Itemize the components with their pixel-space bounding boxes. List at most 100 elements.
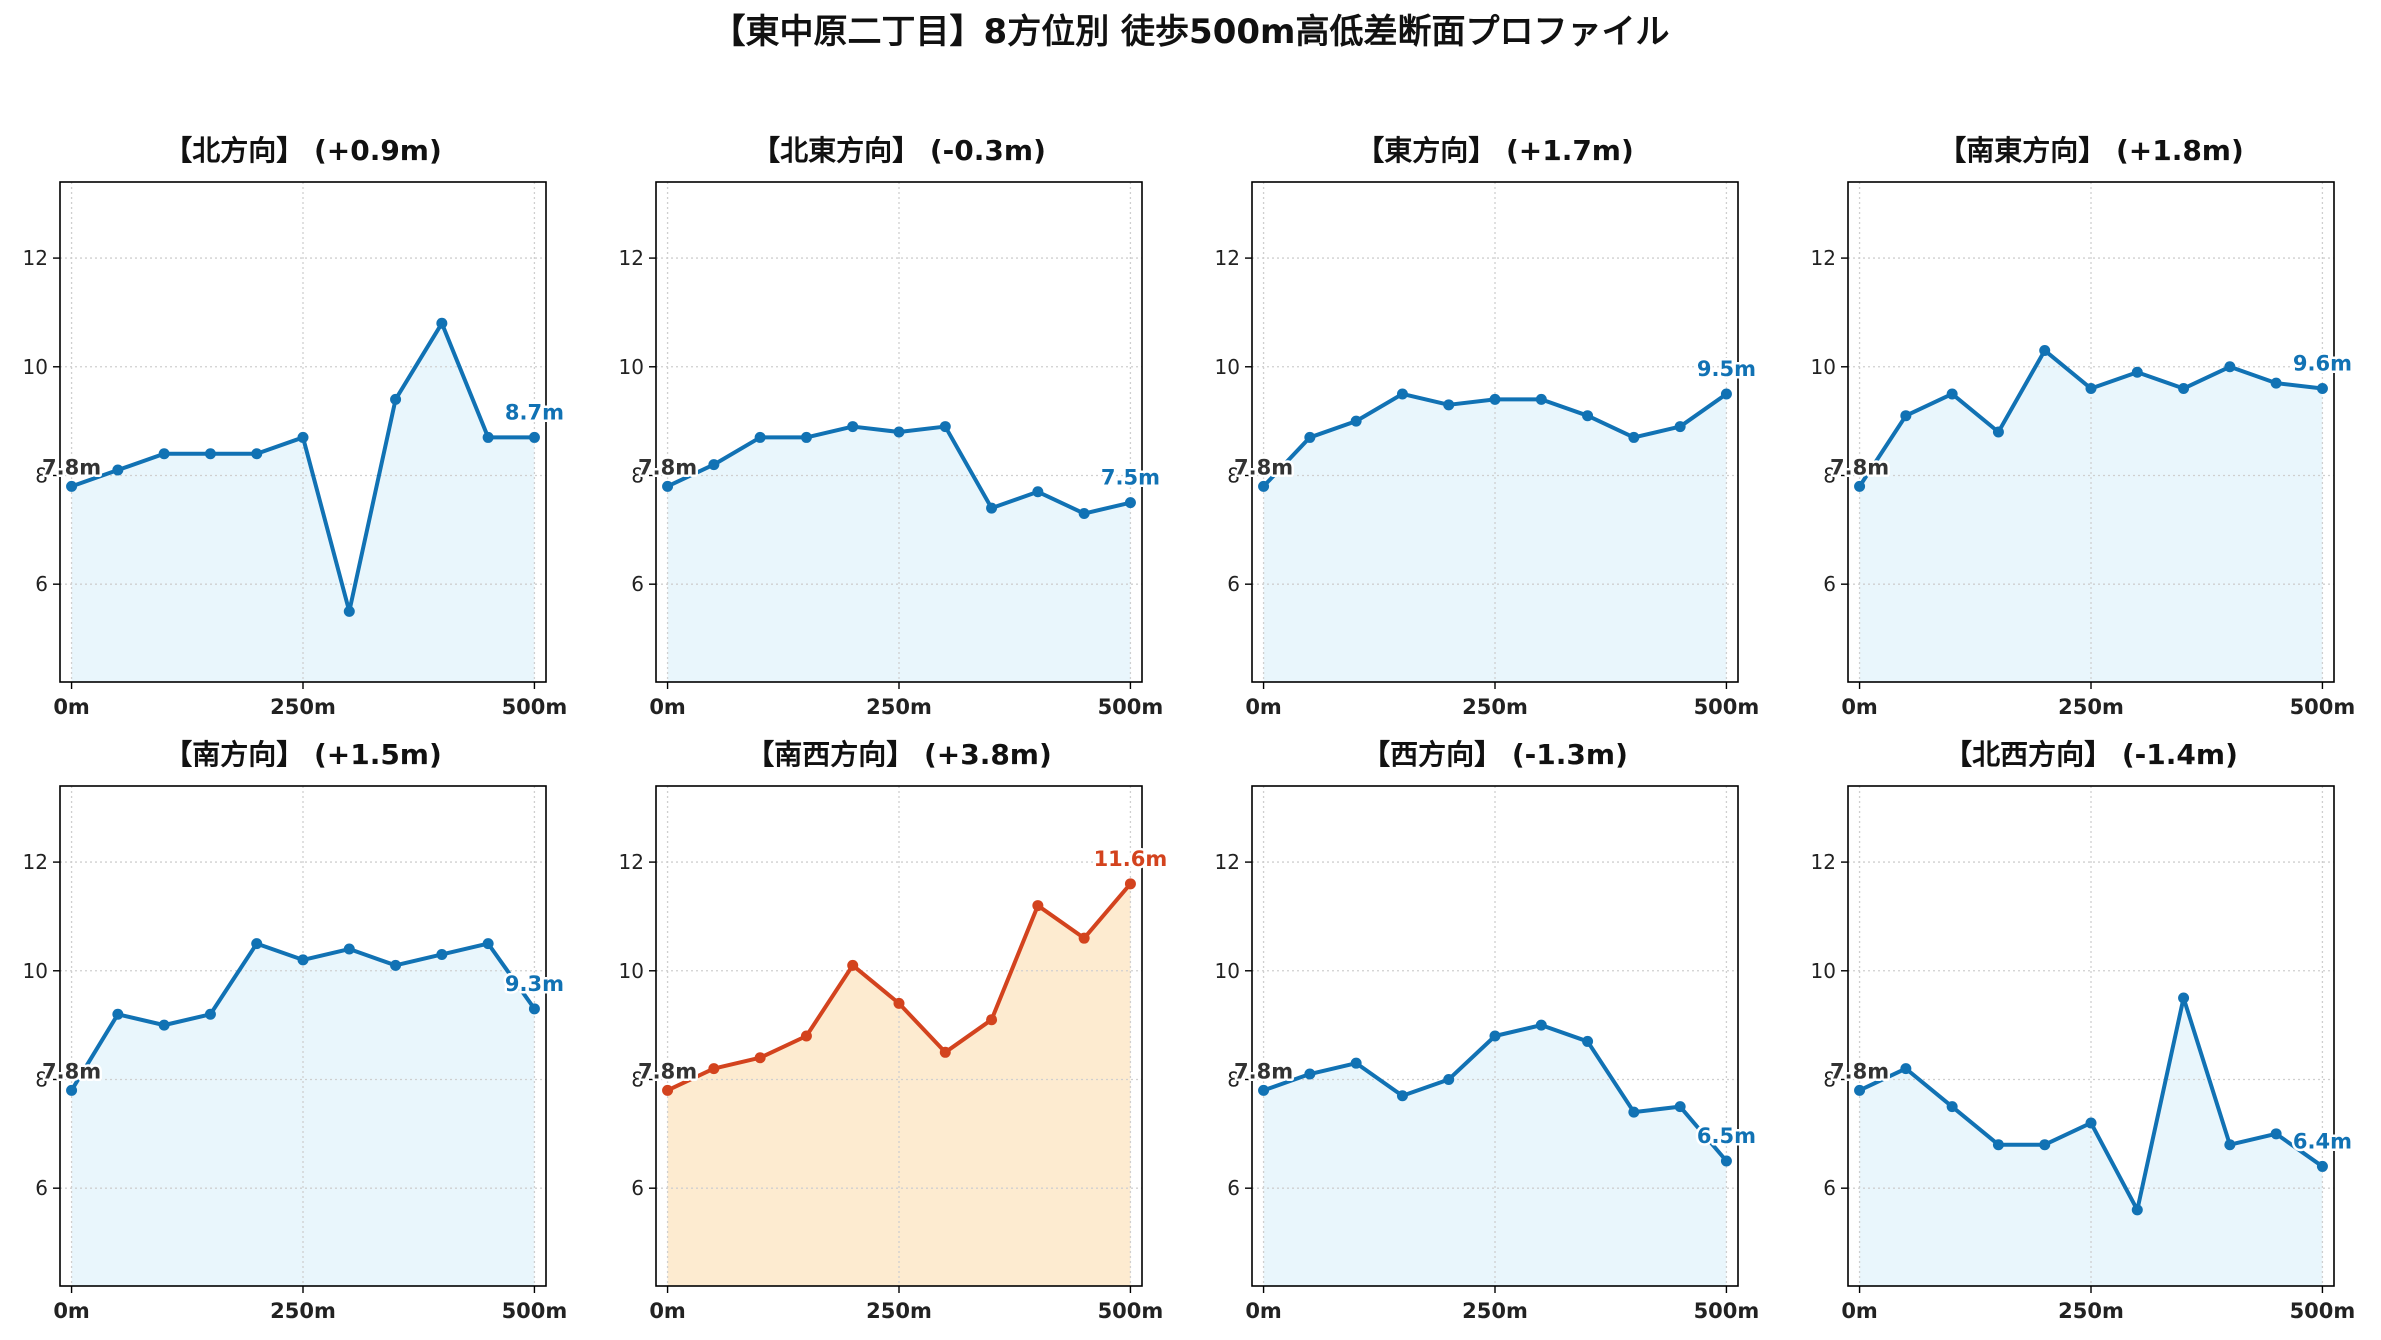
data-point (2178, 992, 2190, 1004)
y-tick-label: 10 (1215, 355, 1240, 379)
figure-title: 【東中原二丁目】8方位別 徒歩500m高低差断面プロファイル (711, 12, 1670, 52)
data-point (204, 1008, 216, 1020)
data-point (2316, 1160, 2328, 1172)
subplot-5: 【南方向】 (+1.5m) 6 8 10 12 0m 250m 500m 7.8m 9.3m (23, 738, 568, 1323)
data-point (1078, 508, 1090, 520)
data-point (986, 502, 998, 514)
data-point (1258, 480, 1270, 492)
x-tick-label: 250m (1462, 1299, 1528, 1323)
y-tick-label: 8 (35, 1067, 48, 1091)
x-tick-label: 500m (1694, 695, 1760, 719)
data-point (1582, 410, 1594, 422)
data-point (251, 448, 263, 460)
x-tick-label: 0m (53, 1299, 90, 1323)
start-value-label: 7.8m (638, 455, 697, 479)
data-point (1124, 497, 1136, 509)
x-tick-label: 500m (2290, 1299, 2356, 1323)
data-point (847, 421, 859, 433)
data-point (986, 1014, 998, 1026)
data-point (2085, 1117, 2097, 1129)
data-point (2085, 383, 2097, 395)
start-value-label: 7.8m (1234, 455, 1293, 479)
data-point (1946, 388, 1958, 400)
x-tick-label: 250m (866, 1299, 932, 1323)
y-tick-label: 12 (23, 850, 48, 874)
data-point (297, 431, 309, 443)
data-point (66, 480, 78, 492)
start-value-label: 7.8m (42, 1059, 101, 1083)
data-point (1304, 1068, 1316, 1080)
area-fill (667, 426, 1131, 682)
end-value-label: 6.5m (1697, 1124, 1756, 1148)
data-point (1350, 1057, 1362, 1069)
y-tick-label: 8 (35, 463, 48, 487)
data-point (1900, 410, 1912, 422)
y-tick-label: 10 (1811, 959, 1836, 983)
area-fill (71, 943, 535, 1286)
data-point (1032, 486, 1044, 498)
data-point (1443, 1073, 1455, 1085)
data-point (112, 1008, 124, 1020)
x-tick-label: 500m (1098, 1299, 1164, 1323)
data-point (2224, 361, 2236, 373)
x-tick-label: 500m (1694, 1299, 1760, 1323)
y-tick-label: 12 (619, 850, 644, 874)
subplot-title: 【北方向】 (+0.9m) (164, 134, 442, 167)
data-point (482, 938, 494, 950)
x-tick-label: 250m (270, 1299, 336, 1323)
area-fill (1859, 350, 2323, 682)
x-tick-label: 0m (1841, 1299, 1878, 1323)
data-point (1582, 1035, 1594, 1047)
x-tick-label: 250m (2058, 695, 2124, 719)
data-point (1396, 388, 1408, 400)
data-point (2131, 366, 2143, 378)
data-point (1674, 421, 1686, 433)
data-point (297, 954, 309, 966)
data-point (2131, 1204, 2143, 1216)
end-value-label: 9.6m (2293, 352, 2352, 376)
subplot-7: 【西方向】 (-1.3m) 6 8 10 12 0m 250m 500m 7.8m 6.5m (1215, 738, 1760, 1323)
subplot-title: 【南東方向】 (+1.8m) (1938, 134, 2244, 167)
y-tick-label: 8 (1227, 463, 1240, 487)
data-point (893, 997, 905, 1009)
y-tick-label: 10 (23, 355, 48, 379)
data-point (1350, 415, 1362, 427)
y-tick-label: 12 (23, 246, 48, 270)
subplot-8: 【北西方向】 (-1.4m) 6 8 10 12 0m 250m 500m 7.8m 6.4m (1811, 738, 2356, 1323)
data-point (800, 1030, 812, 1042)
y-tick-label: 6 (35, 1176, 48, 1200)
data-point (436, 317, 448, 329)
data-point (1443, 399, 1455, 411)
y-tick-label: 8 (1823, 1067, 1836, 1091)
subplot-4: 【南東方向】 (+1.8m) 6 8 10 12 0m 250m 500m 7.8m 9.6m (1811, 134, 2356, 719)
data-point (1628, 431, 1640, 443)
data-point (1489, 393, 1501, 405)
data-point (158, 1019, 170, 1031)
data-point (2270, 1128, 2282, 1140)
x-tick-label: 250m (1462, 695, 1528, 719)
data-point (1078, 932, 1090, 944)
data-point (2039, 344, 2051, 356)
y-tick-label: 12 (1215, 246, 1240, 270)
x-tick-label: 0m (1245, 695, 1282, 719)
subplot-3: 【東方向】 (+1.7m) 6 8 10 12 0m 250m 500m 7.8m 9.5m (1215, 134, 1760, 719)
y-tick-label: 6 (1227, 1176, 1240, 1200)
data-point (390, 393, 402, 405)
subplot-1: 【北方向】 (+0.9m) 6 8 10 12 0m 250m 500m 7.8m 8.7m (23, 134, 568, 719)
data-point (1124, 878, 1136, 890)
subplot-6: 【南西方向】 (+3.8m) 6 8 10 12 0m 250m 500m 7.8m 11.6m (619, 738, 1170, 1323)
end-value-label: 8.7m (505, 400, 564, 424)
data-point (1535, 393, 1547, 405)
subplot-title: 【東方向】 (+1.7m) (1356, 134, 1634, 167)
x-tick-label: 0m (649, 695, 686, 719)
x-tick-label: 250m (270, 695, 336, 719)
data-point (939, 1046, 951, 1058)
data-point (251, 938, 263, 950)
data-point (1628, 1106, 1640, 1118)
y-tick-label: 6 (1823, 1176, 1836, 1200)
y-tick-label: 8 (1823, 463, 1836, 487)
subplot-title: 【北西方向】 (-1.4m) (1944, 738, 2238, 771)
x-tick-label: 500m (2290, 695, 2356, 719)
area-fill (667, 883, 1131, 1286)
